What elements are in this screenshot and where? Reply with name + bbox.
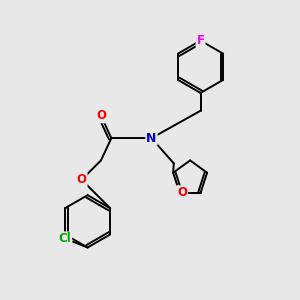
Text: O: O — [76, 173, 87, 186]
Text: O: O — [177, 186, 187, 199]
Text: Cl: Cl — [58, 232, 71, 245]
Text: F: F — [196, 34, 205, 47]
Text: O: O — [96, 109, 106, 122]
Text: N: N — [146, 132, 157, 145]
